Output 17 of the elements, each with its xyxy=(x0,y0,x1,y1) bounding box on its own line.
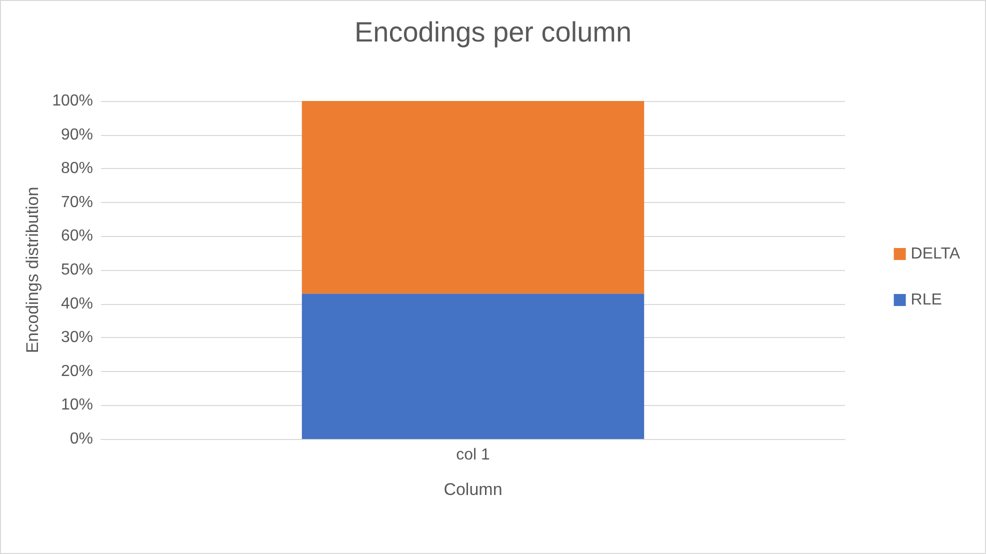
legend-label: DELTA xyxy=(910,246,960,262)
y-tick-label: 90% xyxy=(60,126,93,144)
legend-label: RLE xyxy=(910,292,942,308)
y-tick-label: 30% xyxy=(60,329,93,346)
y-tick-label: 80% xyxy=(60,160,93,178)
y-tick-label: 70% xyxy=(60,194,93,211)
y-tick-label: 60% xyxy=(60,228,93,245)
y-tick-label: 50% xyxy=(60,262,93,278)
y-tick-label: 40% xyxy=(60,295,93,312)
y-tick-label: 100% xyxy=(52,92,93,110)
x-tick-label: col 1 xyxy=(456,446,490,464)
chart-title: Encodings per column xyxy=(354,16,632,48)
y-tick-label: 10% xyxy=(60,396,93,414)
x-axis-title: Column xyxy=(444,480,502,499)
y-tick-label: 20% xyxy=(60,362,93,380)
y-tick-label: 0% xyxy=(70,430,93,448)
y-axis-title: Encodings distribution xyxy=(23,186,42,354)
